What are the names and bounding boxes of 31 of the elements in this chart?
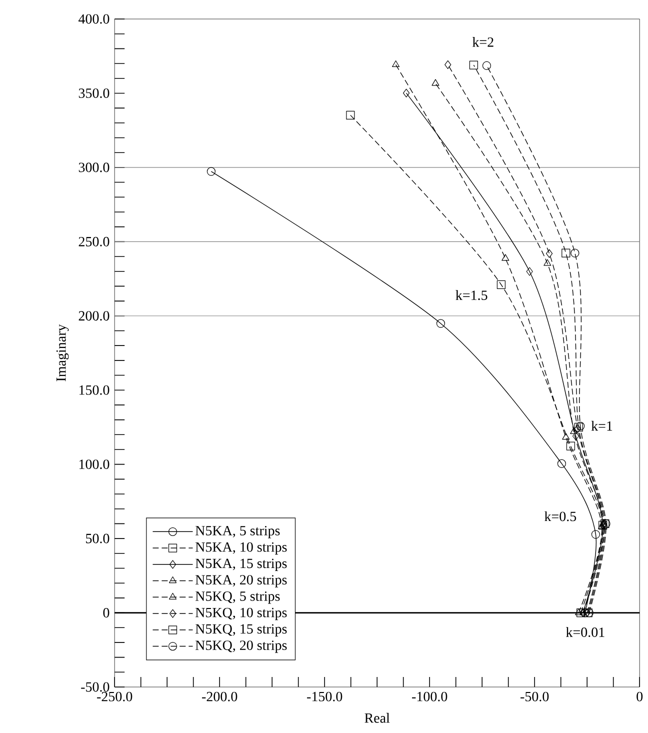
legend-label: N5KA, 20 strips	[196, 575, 287, 588]
y-tick-label: 400.0	[78, 14, 110, 24]
legend-label: N5KA, 15 strips	[196, 558, 287, 571]
x-tick-label: -250.0	[97, 692, 132, 702]
y-tick-label: 200.0	[78, 311, 110, 321]
legend-label: N5KQ, 10 strips	[196, 608, 287, 620]
y-tick-label: 150.0	[80, 385, 110, 395]
y-tick-label: 50.0	[86, 534, 110, 544]
annotation: k=1	[591, 420, 612, 431]
legend-label: N5KQ, 20 strips	[196, 640, 287, 653]
y-axis-title: Imaginary	[56, 324, 69, 382]
y-tick-label: 300.0	[79, 162, 110, 172]
legend-label: N5KA, 5 strips	[196, 526, 280, 538]
x-tick-label: 0	[636, 692, 643, 702]
x-tick-label: -200.0	[202, 692, 238, 702]
annotation: k=1.5	[456, 290, 488, 300]
y-tick-label: 250.0	[78, 236, 110, 246]
y-tick-label: 0	[103, 608, 110, 618]
y-tick-label: -50.0	[81, 682, 110, 692]
legend-label: N5KQ, 15 strips	[196, 624, 287, 636]
annotation: k=0.5	[544, 511, 576, 522]
x-axis-title: Real	[364, 712, 390, 723]
y-tick-label: 350.0	[79, 88, 110, 98]
annotation: k=2	[472, 37, 494, 47]
x-tick-label: -150.0	[307, 692, 342, 702]
annotation: k=0.01	[566, 627, 604, 638]
x-tick-label: -100.0	[412, 692, 448, 702]
x-tick-label: -50.0	[520, 692, 549, 702]
legend-label: N5KA, 10 strips	[196, 542, 287, 555]
legend-label: N5KQ, 5 strips	[196, 591, 280, 604]
y-tick-label: 100.0	[80, 460, 110, 470]
